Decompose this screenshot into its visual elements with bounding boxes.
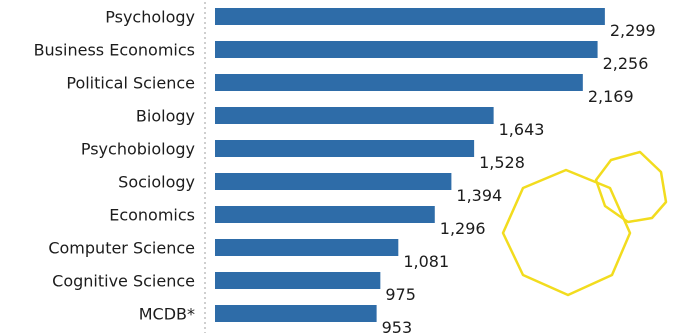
category-label: Business Economics	[34, 41, 195, 60]
value-label: 1,081	[403, 252, 449, 271]
bar	[215, 8, 605, 25]
bar	[215, 305, 377, 322]
value-label: 2,256	[603, 54, 649, 73]
value-label: 1,394	[456, 186, 502, 205]
octagon-outline-icon	[501, 168, 632, 297]
category-label: Economics	[109, 206, 195, 225]
value-label: 1,528	[479, 153, 525, 172]
value-label: 2,169	[588, 87, 634, 106]
bar	[215, 239, 399, 256]
value-label: 1,643	[499, 120, 545, 139]
category-label: Psychology	[105, 8, 195, 27]
bar	[215, 206, 435, 223]
decorative-octagons	[501, 150, 668, 297]
value-label: 953	[382, 318, 413, 335]
category-label: MCDB*	[139, 305, 195, 324]
bar	[215, 140, 475, 157]
octagon-outline-icon	[594, 150, 668, 224]
value-label: 2,299	[610, 21, 656, 40]
category-label: Cognitive Science	[52, 272, 195, 291]
bar	[215, 74, 583, 91]
category-label: Psychobiology	[81, 140, 195, 159]
category-label: Computer Science	[48, 239, 195, 258]
bar	[215, 173, 452, 190]
category-label: Political Science	[66, 74, 195, 93]
category-label: Sociology	[118, 173, 195, 192]
bar	[215, 41, 598, 58]
bar	[215, 107, 494, 124]
bar	[215, 272, 381, 289]
value-label: 975	[385, 285, 416, 304]
value-label: 1,296	[440, 219, 486, 238]
category-label: Biology	[136, 107, 195, 126]
bars-layer: Psychology 2,299 Business Economics 2,256 Po…	[34, 8, 656, 335]
